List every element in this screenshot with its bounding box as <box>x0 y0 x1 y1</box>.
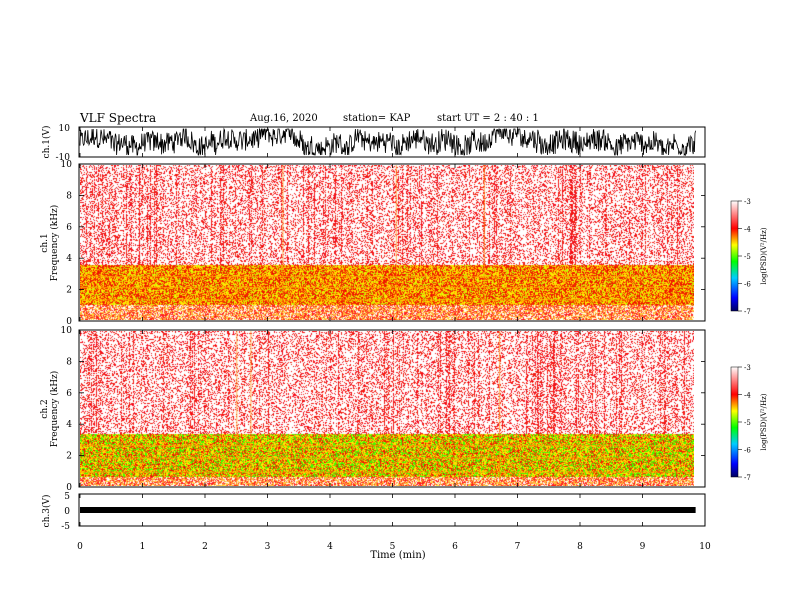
colorbar-tick-label: -3 <box>744 364 751 372</box>
ch1-waveform-line <box>79 127 696 157</box>
ch3-ytick-mid: 0 <box>64 507 70 517</box>
x-tick-label: 1 <box>140 542 146 552</box>
freq-tick-label: 10 <box>61 326 73 336</box>
ch2-spectrogram-panel: 0 2 4 6 8 10 ch.2Frequency (kHz) -3 -4 -5 -6 -7 l… <box>40 326 768 493</box>
colorbar-tick-label: -4 <box>744 392 751 400</box>
ch2-freq-ylabel: ch.2Frequency (kHz) <box>40 371 60 448</box>
ch1-ytick-top: 10 <box>59 124 71 134</box>
x-tick-label: 0 <box>77 542 83 552</box>
freq-tick-label: 10 <box>61 160 73 170</box>
ch3-waveform-panel: 5 0 -5 ch.3(V) <box>41 492 706 532</box>
freq-tick-label: 6 <box>66 389 72 399</box>
ch1-frequency-ticks: 0 2 4 6 8 10 <box>61 160 705 327</box>
freq-tick-label: 8 <box>66 357 72 367</box>
freq-tick-label: 4 <box>66 254 72 264</box>
freq-tick-label: 2 <box>66 286 72 296</box>
freq-tick-label: 2 <box>66 452 72 462</box>
date-label: Aug.16, 2020 <box>250 113 318 124</box>
freq-tick-label: 4 <box>66 420 72 430</box>
colorbar-tick-label: -5 <box>744 419 751 427</box>
x-tick-label: 6 <box>452 542 458 552</box>
colorbar-tick-label: -7 <box>744 308 751 316</box>
ch1-colorbar <box>730 200 739 312</box>
colorbar-tick-label: -4 <box>744 226 751 234</box>
colorbar-tick-label: -3 <box>744 198 751 206</box>
ch3-ytick-top: 5 <box>64 492 70 502</box>
time-axis-label: Time (min) <box>370 550 425 561</box>
x-tick-label: 8 <box>577 542 583 552</box>
freq-tick-label: 8 <box>66 191 72 201</box>
ch3-waveform-band <box>80 507 696 513</box>
x-tick-label: 2 <box>202 542 208 552</box>
figure-title: VLF Spectra <box>80 111 157 125</box>
x-tick-label: 5 <box>390 542 396 552</box>
ch1-colorbar-ticks: -3 -4 -5 -6 -7 <box>738 198 751 316</box>
time-axis-ticks <box>79 127 706 526</box>
ch3-ytick-bottom: -5 <box>61 522 70 532</box>
ch1-colorbar-label: log(PSD)(V²/Hz) <box>760 227 768 284</box>
x-tick-label: 10 <box>699 542 711 552</box>
colorbar-tick-label: -6 <box>744 281 751 289</box>
x-tick-label: 7 <box>515 542 521 552</box>
station-label: station= KAP <box>343 113 411 124</box>
x-tick-label: 3 <box>265 542 271 552</box>
ch2-colorbar-ticks: -3 -4 -5 -6 -7 <box>738 364 751 482</box>
ch2-colorbar-label: log(PSD)(V²/Hz) <box>760 393 768 450</box>
ch3-ylabel: ch.3(V) <box>41 495 52 528</box>
x-tick-label: 9 <box>640 542 646 552</box>
ch1-freq-ylabel: ch.1Frequency (kHz) <box>40 205 60 282</box>
colorbar-tick-label: -6 <box>744 447 751 455</box>
ch2-spectrogram-image <box>80 331 694 486</box>
colorbar-tick-label: -7 <box>744 474 751 482</box>
freq-tick-label: 0 <box>66 317 72 327</box>
start-time-label: start UT = 2 : 40 : 1 <box>437 113 539 124</box>
colorbar-tick-label: -5 <box>744 253 751 261</box>
ch2-frequency-ticks: 0 2 4 6 8 10 <box>61 326 705 493</box>
x-tick-label: 4 <box>327 542 333 552</box>
ch1-ylabel: ch.1(V) <box>41 126 52 159</box>
ch1-spectrogram-image <box>80 165 694 320</box>
time-axis-tick-labels: 0 1 2 3 4 5 6 7 8 9 10 <box>77 542 711 552</box>
ch1-ytick-bottom: -10 <box>56 153 71 163</box>
ch1-waveform-panel: 10 -10 ch.1(V) <box>41 124 706 163</box>
freq-tick-label: 6 <box>66 223 72 233</box>
freq-tick-label: 0 <box>66 483 72 493</box>
ch2-colorbar <box>730 366 739 478</box>
ch1-spectrogram-panel: 0 2 4 6 8 10 ch.1Frequency (kHz) -3 -4 -5 -6 -7 l… <box>40 160 768 327</box>
